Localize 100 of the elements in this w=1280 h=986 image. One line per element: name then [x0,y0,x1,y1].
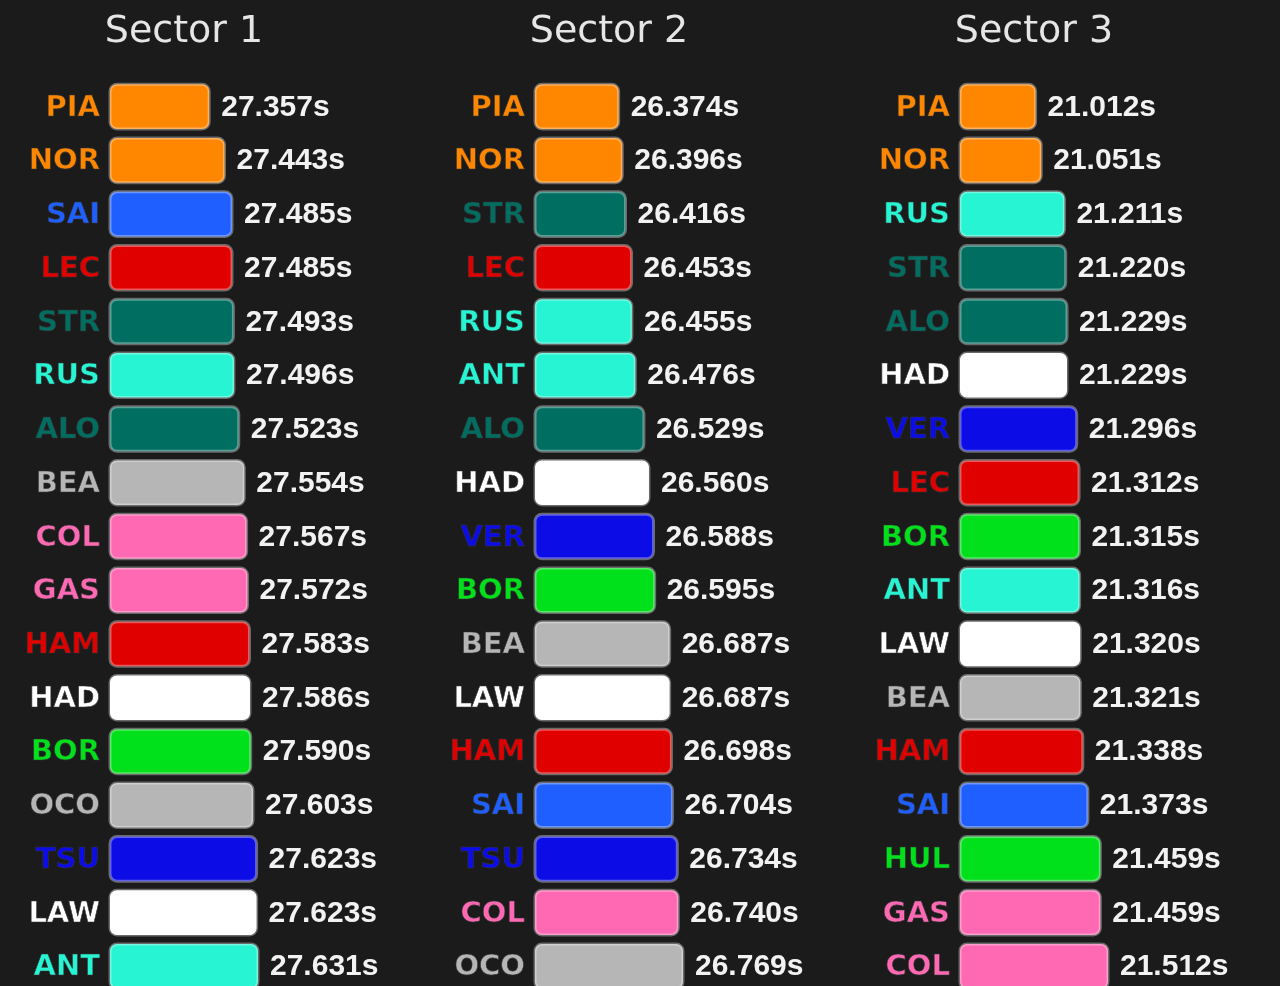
data-label: 21.338s [1094,733,1204,767]
data-label: 27.554s [256,464,365,498]
y-tick-label: BOR [880,518,950,553]
data-label: 26.416s [637,196,746,230]
y-tick-label: PIA [45,88,101,123]
data-label: 26.740s [690,894,799,928]
y-tick-label: RUS [33,357,100,392]
y-tick-label: HAD [29,679,100,714]
data-label: 21.512s [1120,948,1229,982]
data-label: 21.229s [1079,303,1188,337]
chart-title: Sector 2 [529,7,689,51]
data-label: 26.396s [634,142,743,176]
y-tick-label: PIA [470,88,526,123]
data-label: 21.296s [1088,411,1198,445]
data-label: 27.603s [265,787,374,821]
data-label: 26.595s [666,572,776,606]
y-tick-label: HAM [449,733,525,768]
data-label: 21.459s [1112,840,1221,874]
data-label: 21.373s [1099,787,1209,821]
y-tick-label: STR [887,249,950,284]
data-label: 27.485s [244,196,353,230]
y-tick-label: TSU [460,840,525,875]
data-label: 27.623s [268,840,378,874]
data-label: 21.312s [1091,464,1200,498]
data-label: 27.583s [261,625,370,659]
y-tick-label: HAD [879,357,950,392]
y-tick-label: COL [35,518,100,553]
y-tick-label: HAM [874,733,950,768]
data-label: 27.567s [258,518,368,552]
y-tick-label: SAI [470,787,525,822]
y-tick-label: STR [37,303,100,338]
y-tick-label: NOR [878,142,950,177]
data-label: 21.051s [1053,142,1162,176]
y-tick-label: SAI [895,787,950,822]
data-label: 27.631s [270,948,379,982]
y-tick-label: OCO [454,948,525,983]
data-label: 27.496s [245,357,355,391]
y-tick-label: BOR [30,733,100,768]
y-tick-label: BEA [35,464,101,499]
data-label: 27.357s [221,88,330,122]
y-tick-label: COL [460,894,525,929]
data-label: 27.493s [245,303,354,337]
y-tick-label: STR [462,196,525,231]
y-tick-label: LAW [453,679,526,714]
data-label: 27.523s [250,411,360,445]
data-label: 21.320s [1092,625,1201,659]
y-tick-label: NOR [28,142,100,177]
data-label: 21.315s [1091,518,1200,552]
data-label: 26.687s [681,625,791,659]
data-label: 27.485s [244,249,353,283]
y-tick-label: ANT [33,948,101,983]
y-tick-label: HAM [24,625,100,660]
chart-title: Sector 1 [104,7,264,51]
data-label: 21.211s [1076,196,1184,230]
data-label: 27.586s [261,679,371,713]
data-label: 21.012s [1047,88,1157,122]
y-tick-label: GAS [882,894,950,929]
y-tick-label: HAD [454,464,525,499]
y-tick-label: OCO [29,787,100,822]
y-tick-label: GAS [32,572,100,607]
data-label: 27.443s [236,142,345,176]
y-tick-label: NOR [453,142,525,177]
y-tick-label: LEC [465,249,525,284]
y-tick-label: LEC [890,464,950,499]
data-label: 26.687s [681,679,791,713]
data-label: 26.698s [683,733,792,767]
y-tick-label: BEA [885,679,951,714]
data-label: 21.321s [1092,679,1201,713]
y-tick-label: COL [885,948,950,983]
data-label: 26.453s [643,249,752,283]
y-tick-label: ANT [883,572,951,607]
data-label: 26.769s [695,948,804,982]
data-label: 26.476s [647,357,756,391]
y-tick-label: TSU [35,840,100,875]
chart-title: Sector 3 [954,7,1114,51]
data-label: 26.374s [630,88,740,122]
y-tick-label: HUL [883,840,950,875]
data-label: 26.704s [684,787,793,821]
data-label: 26.588s [665,518,774,552]
data-label: 21.316s [1091,572,1201,606]
y-tick-label: LEC [40,249,100,284]
data-label: 26.734s [689,840,798,874]
y-tick-label: VER [460,518,525,553]
y-tick-label: LAW [28,894,101,929]
y-tick-label: RUS [883,196,950,231]
y-tick-label: ANT [458,357,526,392]
data-label: 21.220s [1077,249,1187,283]
y-tick-label: ALO [460,411,525,446]
data-label: 26.529s [655,411,765,445]
y-tick-label: ALO [885,303,950,338]
y-tick-label: BEA [460,625,526,660]
y-tick-label: VER [885,411,950,446]
data-label: 26.455s [643,303,753,337]
data-label: 27.590s [262,733,372,767]
data-label: 21.229s [1079,357,1188,391]
y-tick-label: LAW [878,625,951,660]
data-label: 26.560s [660,464,770,498]
data-label: 21.459s [1112,894,1221,928]
data-label: 27.572s [259,572,368,606]
y-tick-label: PIA [895,88,951,123]
